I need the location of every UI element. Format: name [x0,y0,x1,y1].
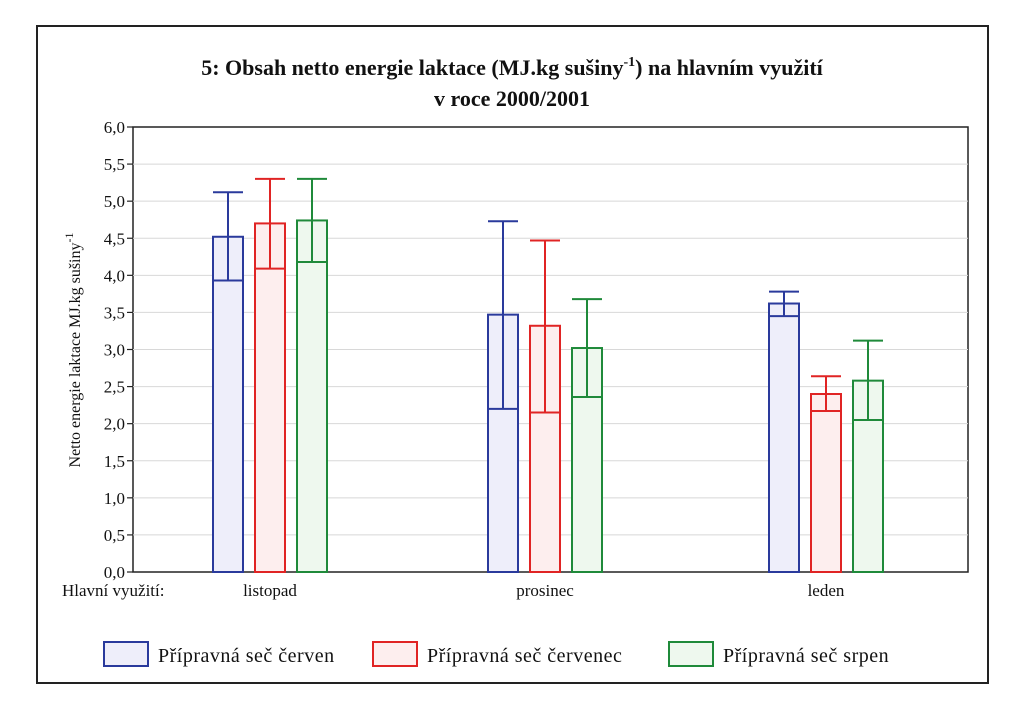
y-tick-label: 0,0 [104,563,125,582]
legend-label: Přípravná seč červen [158,645,335,667]
category-label: prosinec [516,581,574,600]
y-tick-label: 5,5 [104,155,125,174]
y-tick-label: 1,5 [104,452,125,471]
x-axis-prefix: Hlavní využití: [62,581,164,600]
legend-swatch [372,641,418,667]
y-tick-label: 5,0 [104,192,125,211]
y-tick-label: 1,0 [104,489,125,508]
bar [296,219,328,573]
y-tick-label: 3,5 [104,303,125,322]
bar [254,222,286,574]
bar [810,393,842,573]
y-tick-label: 6,0 [104,118,125,137]
legend: Přípravná seč červen Přípravná seč červen… [103,641,889,667]
y-tick-label: 0,5 [104,526,125,545]
category-labels: listopad prosinec leden [243,581,845,600]
y-tick-label: 3,0 [104,341,125,360]
chart-title-line2: v roce 2000/2001 [434,86,590,111]
bar [212,235,244,573]
bar [768,302,800,573]
legend-swatch [668,641,714,667]
category-label: listopad [243,581,297,600]
legend-swatch [103,641,149,667]
y-tick-label: 2,0 [104,415,125,434]
y-axis-title: Netto energie laktace MJ.kg sušiny-1 [62,233,84,468]
legend-label: Přípravná seč červenec [427,645,622,667]
legend-label: Přípravná seč srpen [723,645,889,667]
y-tick-label: 2,5 [104,378,125,397]
chart-title-line1: 5: Obsah netto energie laktace (MJ.kg su… [201,55,823,80]
error-bars [213,177,883,421]
bars [212,219,884,574]
category-label: leden [808,581,845,600]
y-tick-labels: 0,0 0,5 1,0 1,5 2,0 2,5 3,0 3,5 4,0 4,5 5,0 5,5 6,0 [104,118,133,582]
y-tick-label: 4,0 [104,266,125,285]
y-tick-label: 4,5 [104,229,125,248]
